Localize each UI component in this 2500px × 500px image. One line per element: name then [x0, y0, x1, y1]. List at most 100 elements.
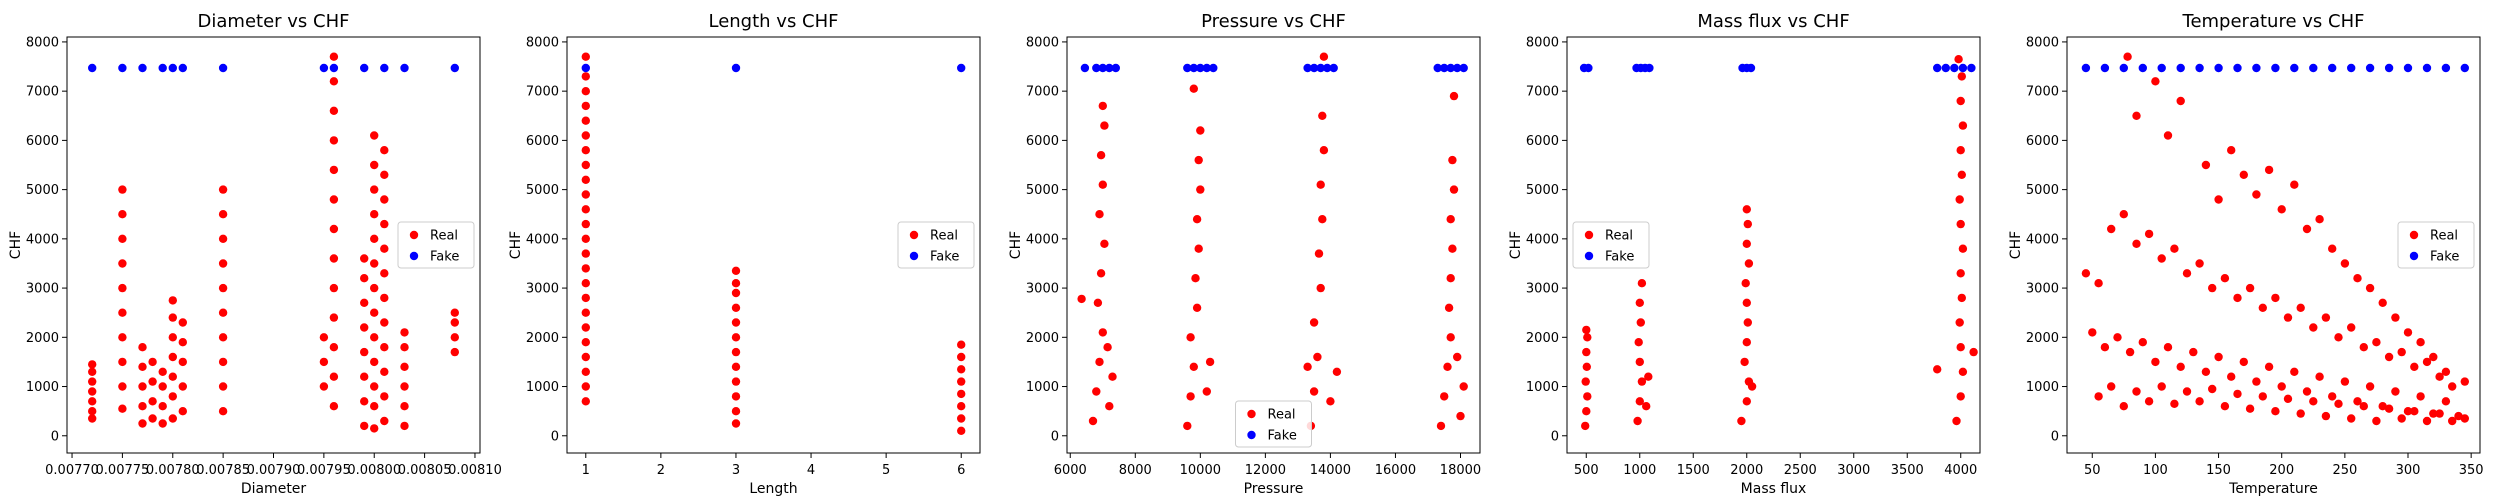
data-point-real	[2296, 303, 2305, 312]
chart-panel-2: 1 2 3 4 5 6 0 1000 2000 3000 4000 5000 6000 7000 8000 L…	[508, 11, 981, 497]
data-point-real	[319, 357, 329, 367]
data-point-real	[957, 389, 966, 399]
data-point-real	[2151, 357, 2160, 367]
x-tick-label: 16000	[1375, 463, 1416, 478]
data-point-real	[1436, 421, 1446, 431]
data-point-real	[731, 362, 741, 371]
x-tick-label: 6000	[1054, 463, 1087, 478]
data-point-fake	[1098, 63, 1108, 73]
data-point-real	[2435, 372, 2444, 381]
x-tick-label: 200	[2269, 463, 2294, 478]
data-point-real	[2245, 283, 2255, 293]
data-point-real	[2157, 382, 2166, 391]
y-tick-label: 1000	[1026, 380, 1059, 395]
data-point-real	[360, 421, 369, 431]
series-fake	[2081, 63, 2469, 73]
data-point-real	[360, 298, 369, 307]
data-point-real	[2227, 146, 2236, 155]
data-point-real	[2429, 352, 2438, 362]
y-axis-label: CHF	[1508, 231, 1524, 259]
data-point-real	[2163, 131, 2173, 140]
x-tick-label: 1000	[1623, 463, 1656, 478]
data-point-real	[2100, 343, 2110, 352]
y-tick-label: 7000	[1526, 85, 1559, 100]
data-point-real	[731, 279, 741, 288]
data-point-real	[2170, 244, 2179, 253]
y-tick-label: 6000	[2026, 134, 2059, 149]
data-point-real	[360, 323, 369, 332]
data-point-real	[1316, 283, 1325, 293]
y-tick-label: 6000	[1026, 134, 1059, 149]
y-tick-label: 6000	[1526, 134, 1559, 149]
data-point-real	[2132, 387, 2141, 396]
data-point-fake	[957, 63, 966, 73]
data-point-real	[2176, 362, 2185, 371]
y-tick-label: 3000	[2026, 282, 2059, 297]
data-point-fake	[1645, 63, 1654, 73]
data-point-real	[148, 414, 157, 423]
data-point-real	[957, 402, 966, 411]
data-point-real	[1582, 325, 1591, 335]
x-tick-label: 250	[2332, 463, 2357, 478]
data-point-real	[2182, 387, 2192, 396]
data-point-real	[329, 313, 339, 322]
data-point-real	[581, 382, 590, 391]
x-tick-label: 350	[2459, 463, 2484, 478]
data-point-real	[2277, 382, 2286, 391]
data-point-real	[2227, 372, 2236, 381]
data-point-real	[1444, 303, 1454, 312]
y-axis-label: CHF	[2008, 231, 2024, 259]
data-point-real	[957, 365, 966, 374]
data-point-real	[731, 347, 741, 357]
data-point-real	[957, 377, 966, 386]
legend-label-real: Real	[2430, 229, 2458, 244]
data-point-fake	[2309, 63, 2318, 73]
legend: Real Fake	[897, 221, 975, 269]
data-point-real	[2309, 397, 2318, 406]
data-point-fake	[731, 63, 741, 73]
data-point-fake	[2441, 63, 2451, 73]
y-tick-label: 1000	[1526, 380, 1559, 395]
y-tick-label: 1000	[26, 380, 59, 395]
x-tick-label: 4000	[1944, 463, 1977, 478]
data-point-real	[2113, 333, 2122, 342]
legend: Real Fake	[397, 221, 475, 269]
data-point-real	[1956, 269, 1965, 278]
data-point-real	[2422, 357, 2432, 367]
data-point-real	[1633, 416, 1642, 426]
data-point-real	[1956, 392, 1965, 401]
y-tick-label: 5000	[2026, 183, 2059, 198]
data-point-real	[380, 269, 389, 278]
data-point-real	[148, 357, 157, 367]
series-real	[2081, 52, 2469, 426]
data-point-real	[581, 397, 590, 406]
data-point-real	[2144, 229, 2154, 239]
data-point-real	[2441, 397, 2451, 406]
data-point-real	[2353, 397, 2362, 406]
data-point-fake	[1316, 63, 1325, 73]
data-point-real	[1313, 352, 1322, 362]
data-point-fake	[1092, 63, 1101, 73]
data-point-fake	[1303, 63, 1312, 73]
data-point-real	[957, 426, 966, 435]
data-point-real	[380, 293, 389, 303]
data-point-real	[1747, 382, 1757, 391]
y-tick-label: 1000	[526, 380, 559, 395]
data-point-real	[2189, 347, 2198, 357]
data-point-real	[1103, 343, 1112, 352]
data-point-fake	[2271, 63, 2280, 73]
y-tick-label: 8000	[2026, 35, 2059, 50]
data-point-real	[2315, 215, 2324, 224]
data-point-real	[957, 352, 966, 362]
data-point-fake	[2119, 63, 2128, 73]
data-point-real	[2239, 170, 2248, 179]
data-point-real	[1319, 52, 1329, 61]
data-point-real	[1309, 318, 1319, 327]
x-tick-label: 300	[2396, 463, 2421, 478]
data-point-fake	[1105, 63, 1114, 73]
data-point-fake	[88, 63, 97, 73]
data-point-real	[370, 308, 379, 317]
data-point-real	[581, 234, 590, 243]
x-tick-label: 0.00780	[146, 463, 200, 478]
data-point-real	[1744, 259, 1754, 268]
